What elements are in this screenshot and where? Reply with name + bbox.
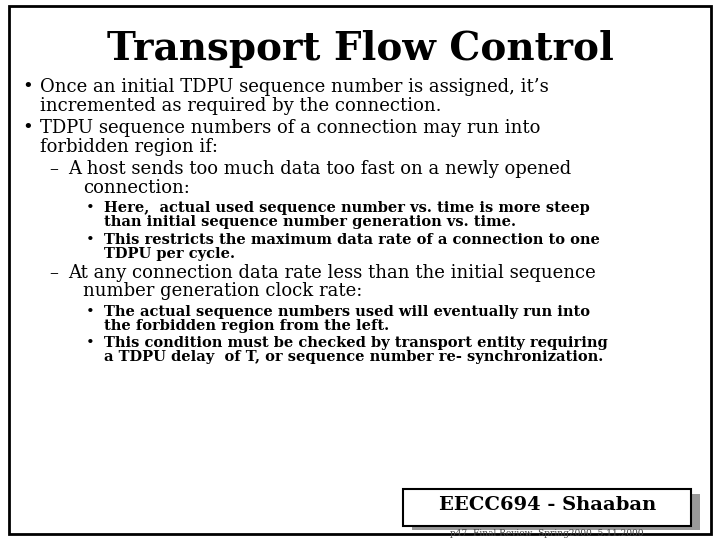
Bar bbox=[412, 494, 700, 530]
Text: than initial sequence number generation vs. time.: than initial sequence number generation … bbox=[104, 215, 516, 230]
Bar bbox=[403, 489, 691, 526]
Text: •: • bbox=[22, 78, 32, 96]
Text: Here,  actual used sequence number vs. time is more steep: Here, actual used sequence number vs. ti… bbox=[104, 201, 590, 215]
Text: EECC694 - Shaaban: EECC694 - Shaaban bbox=[438, 496, 656, 514]
Text: number generation clock rate:: number generation clock rate: bbox=[83, 282, 362, 300]
Text: The actual sequence numbers used will eventually run into: The actual sequence numbers used will ev… bbox=[104, 305, 590, 319]
Text: •: • bbox=[22, 119, 32, 137]
Text: a TDPU delay  of T, or sequence number re- synchronization.: a TDPU delay of T, or sequence number re… bbox=[104, 350, 603, 365]
Text: TDPU per cycle.: TDPU per cycle. bbox=[104, 247, 235, 261]
Text: connection:: connection: bbox=[83, 179, 189, 197]
Text: –: – bbox=[50, 160, 58, 178]
Text: •: • bbox=[86, 233, 94, 247]
Text: the forbidden region from the left.: the forbidden region from the left. bbox=[104, 319, 390, 333]
Text: •: • bbox=[86, 336, 94, 350]
Text: p47  Final Review  Spring2000  5.11.2000: p47 Final Review Spring2000 5.11.2000 bbox=[451, 529, 644, 538]
Text: At any connection data rate less than the initial sequence: At any connection data rate less than th… bbox=[68, 264, 596, 282]
Text: forbidden region if:: forbidden region if: bbox=[40, 138, 217, 156]
Text: •: • bbox=[86, 305, 94, 319]
Text: •: • bbox=[86, 201, 94, 215]
Text: This condition must be checked by transport entity requiring: This condition must be checked by transp… bbox=[104, 336, 608, 350]
Text: Transport Flow Control: Transport Flow Control bbox=[107, 30, 613, 68]
Text: This restricts the maximum data rate of a connection to one: This restricts the maximum data rate of … bbox=[104, 233, 600, 247]
Text: A host sends too much data too fast on a newly opened: A host sends too much data too fast on a… bbox=[68, 160, 572, 178]
Text: –: – bbox=[50, 264, 58, 282]
Text: TDPU sequence numbers of a connection may run into: TDPU sequence numbers of a connection ma… bbox=[40, 119, 540, 137]
Text: incremented as required by the connection.: incremented as required by the connectio… bbox=[40, 97, 441, 114]
Text: Once an initial TDPU sequence number is assigned, it’s: Once an initial TDPU sequence number is … bbox=[40, 78, 549, 96]
